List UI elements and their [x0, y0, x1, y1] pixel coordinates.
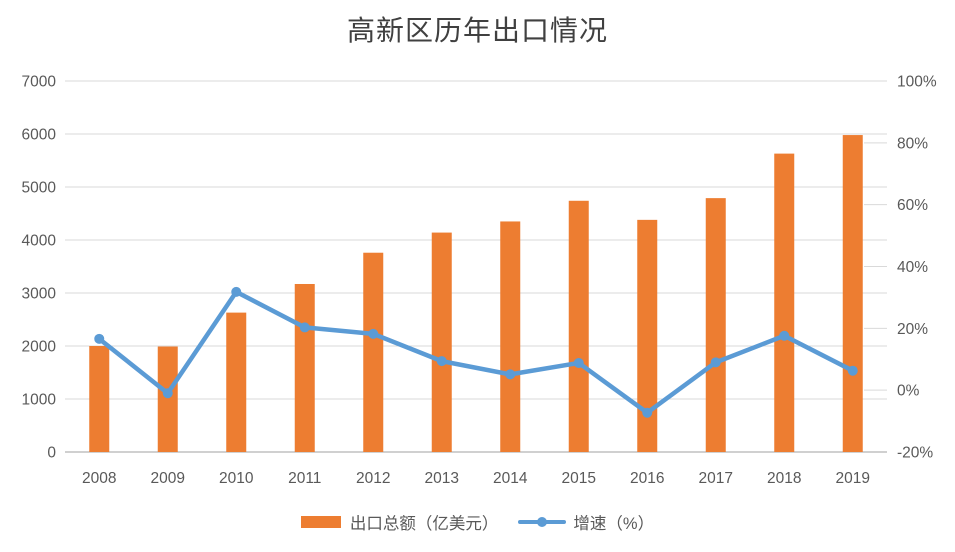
- right-axis-tick-label: 40%: [897, 259, 928, 276]
- bar-2012: [363, 252, 384, 452]
- x-axis-label-2019: 2019: [836, 470, 870, 487]
- left-axis-tick-label: 1000: [22, 392, 57, 409]
- bar-2017: [705, 198, 726, 452]
- growth-point-2018: [779, 330, 790, 341]
- right-axis-tick-label: 100%: [897, 74, 937, 91]
- left-axis-tick-label: 2000: [22, 339, 57, 356]
- bar-2008: [89, 346, 110, 452]
- right-axis-tick-label: 60%: [897, 197, 928, 214]
- bar-2014: [500, 221, 521, 452]
- bar-2011: [294, 283, 315, 452]
- left-axis-tick-label: 6000: [22, 127, 57, 144]
- growth-point-2016: [642, 407, 653, 418]
- chart-title: 高新区历年出口情况: [346, 14, 608, 47]
- left-axis-tick-label: 5000: [22, 180, 57, 197]
- x-axis-label-2009: 2009: [151, 470, 185, 487]
- x-axis-label-2018: 2018: [767, 470, 801, 487]
- x-axis-label-2016: 2016: [630, 470, 664, 487]
- bar-2018: [774, 153, 795, 453]
- growth-point-2015: [573, 357, 584, 368]
- growth-point-2013: [436, 356, 447, 367]
- legend-bar-swatch: [300, 516, 341, 528]
- legend-line-marker-icon: [537, 517, 548, 527]
- bar-2009: [157, 346, 178, 452]
- legend: 出口总额（亿美元） 增速（%）: [0, 505, 955, 539]
- growth-point-2019: [847, 365, 858, 376]
- left-axis-tick-label: 3000: [22, 286, 57, 303]
- x-axis-label-2011: 2011: [288, 470, 321, 487]
- x-axis-label-2013: 2013: [425, 470, 459, 487]
- right-axis-tick-label: 0%: [897, 383, 920, 400]
- left-axis-tick-label: 7000: [22, 74, 57, 91]
- growth-line: [97, 289, 855, 415]
- x-axis-label-2010: 2010: [219, 470, 254, 487]
- right-axis-tick-label: -20%: [897, 445, 933, 462]
- x-axis-label-2012: 2012: [356, 470, 390, 487]
- x-axis-label-2014: 2014: [493, 470, 528, 487]
- x-axis-label-2017: 2017: [699, 470, 733, 487]
- bar-2019: [842, 135, 863, 452]
- growth-point-2014: [505, 369, 516, 380]
- right-axis-tick-label: 80%: [897, 135, 928, 152]
- right-axis-tick-label: 20%: [897, 321, 928, 338]
- legend-line-sample: [518, 517, 567, 527]
- growth-point-2009: [162, 388, 173, 399]
- growth-point-2012: [368, 328, 379, 339]
- x-axis-label-2015: 2015: [562, 470, 596, 487]
- bar-2010: [226, 312, 247, 452]
- growth-point-2008: [94, 333, 105, 344]
- bar-2013: [431, 232, 452, 452]
- growth-point-2011: [299, 322, 310, 333]
- growth-point-2010: [231, 286, 242, 297]
- growth-point-2017: [710, 357, 721, 368]
- legend-line-label: 增速（%）: [573, 515, 655, 533]
- bar-2016: [637, 219, 658, 452]
- left-axis-tick-label: 4000: [22, 233, 57, 250]
- left-axis-tick-label: 0: [47, 445, 56, 462]
- x-axis-label-2008: 2008: [82, 470, 116, 487]
- legend-bar-label: 出口总额（亿美元）: [349, 515, 499, 533]
- bar-2015: [568, 200, 589, 452]
